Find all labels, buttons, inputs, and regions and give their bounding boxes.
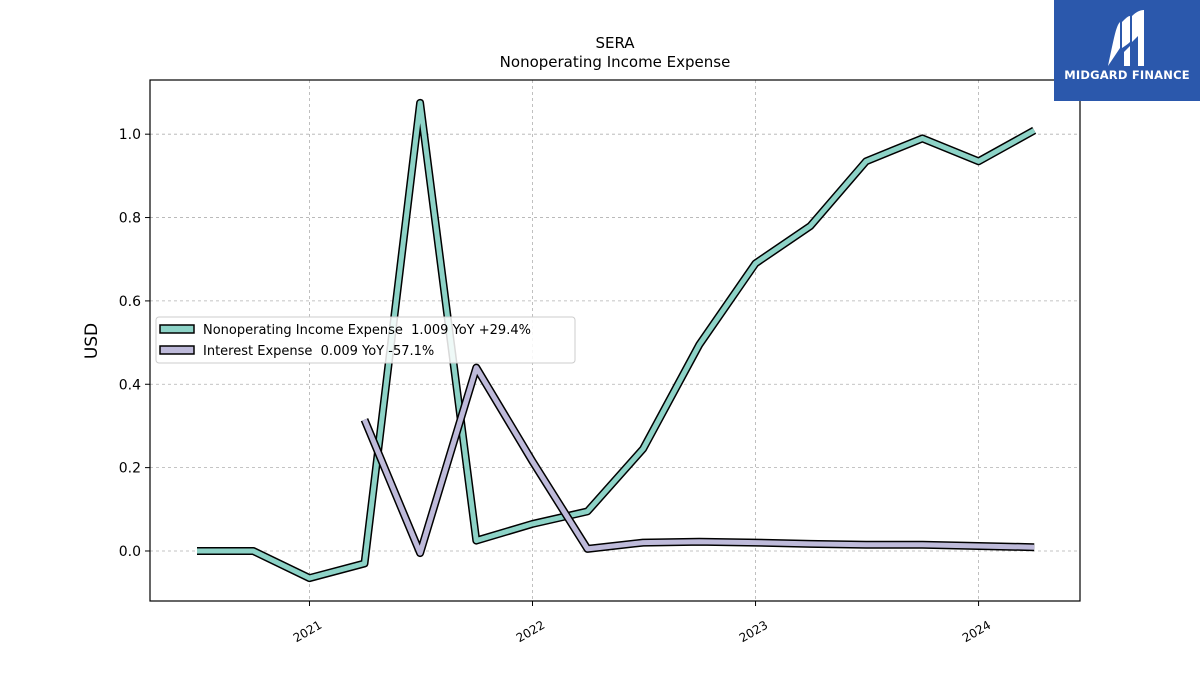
series-stroke [362, 365, 1035, 556]
y-tick-label: 0.6 [119, 294, 141, 310]
axis-ticks: 0.0 0.2 0.4 0.6 0.8 1.0 2021 2022 2023 2024 [119, 127, 994, 645]
legend: Nonoperating Income Expense 1.009 YoY +2… [155, 316, 576, 364]
plot-area-frame [149, 79, 1081, 602]
legend-frame [155, 316, 576, 364]
series-line-1 [360, 363, 1035, 558]
x-tick-label: 2022 [514, 618, 547, 645]
y-tick-label: 0.2 [119, 461, 141, 477]
x-tick-label: 2021 [291, 618, 324, 645]
series-lines [197, 98, 1037, 583]
brand-name: MIDGARD FINANCE [1064, 68, 1190, 82]
y-tick-label: 0.0 [119, 544, 141, 560]
y-axis-label: USD [82, 323, 102, 359]
legend-entry-label: Interest Expense 0.009 YoY -57.1% [203, 344, 434, 359]
x-tick-label: 2024 [960, 618, 993, 645]
brand-logo: MIDGARD FINANCE [1054, 0, 1200, 101]
x-tick-label: 2023 [737, 618, 770, 645]
y-tick-label: 0.8 [119, 211, 141, 227]
y-tick-label: 0.4 [119, 377, 141, 393]
chart-title: SERA [595, 34, 635, 52]
chart-subtitle: Nonoperating Income Expense [500, 53, 731, 71]
legend-swatch [159, 345, 195, 355]
legend-entry-label: Nonoperating Income Expense 1.009 YoY +2… [203, 323, 531, 338]
series-line-0 [197, 98, 1037, 583]
midgard-logo-icon [1108, 10, 1144, 66]
series-stroke [197, 100, 1036, 581]
legend-swatch [159, 324, 195, 334]
y-tick-label: 1.0 [119, 127, 141, 143]
